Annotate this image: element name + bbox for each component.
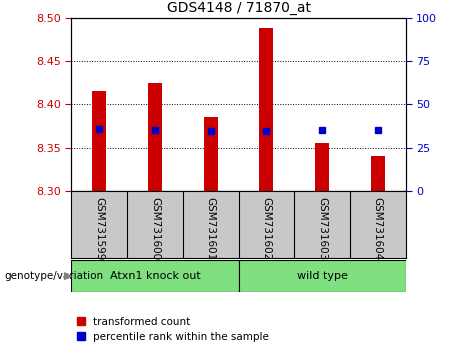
Bar [71,260,239,292]
Title: GDS4148 / 71870_at: GDS4148 / 71870_at [166,1,311,15]
Text: GSM731601: GSM731601 [206,196,216,260]
Text: GSM731602: GSM731602 [261,196,272,260]
Bar [260,28,273,191]
Text: GSM731600: GSM731600 [150,196,160,260]
Text: ▶: ▶ [64,271,72,281]
Legend: transformed count, percentile rank within the sample: transformed count, percentile rank withi… [77,316,269,342]
Text: Atxn1 knock out: Atxn1 knock out [110,271,201,281]
Bar [238,260,406,292]
Bar [315,143,329,191]
Text: genotype/variation: genotype/variation [5,271,104,281]
Text: wild type: wild type [297,271,348,281]
Bar [204,118,218,191]
Text: GSM731603: GSM731603 [317,196,327,260]
Text: GSM731599: GSM731599 [95,196,104,260]
Text: GSM731604: GSM731604 [373,196,383,260]
Bar [148,83,162,191]
Bar [92,91,106,191]
Bar [371,156,385,191]
